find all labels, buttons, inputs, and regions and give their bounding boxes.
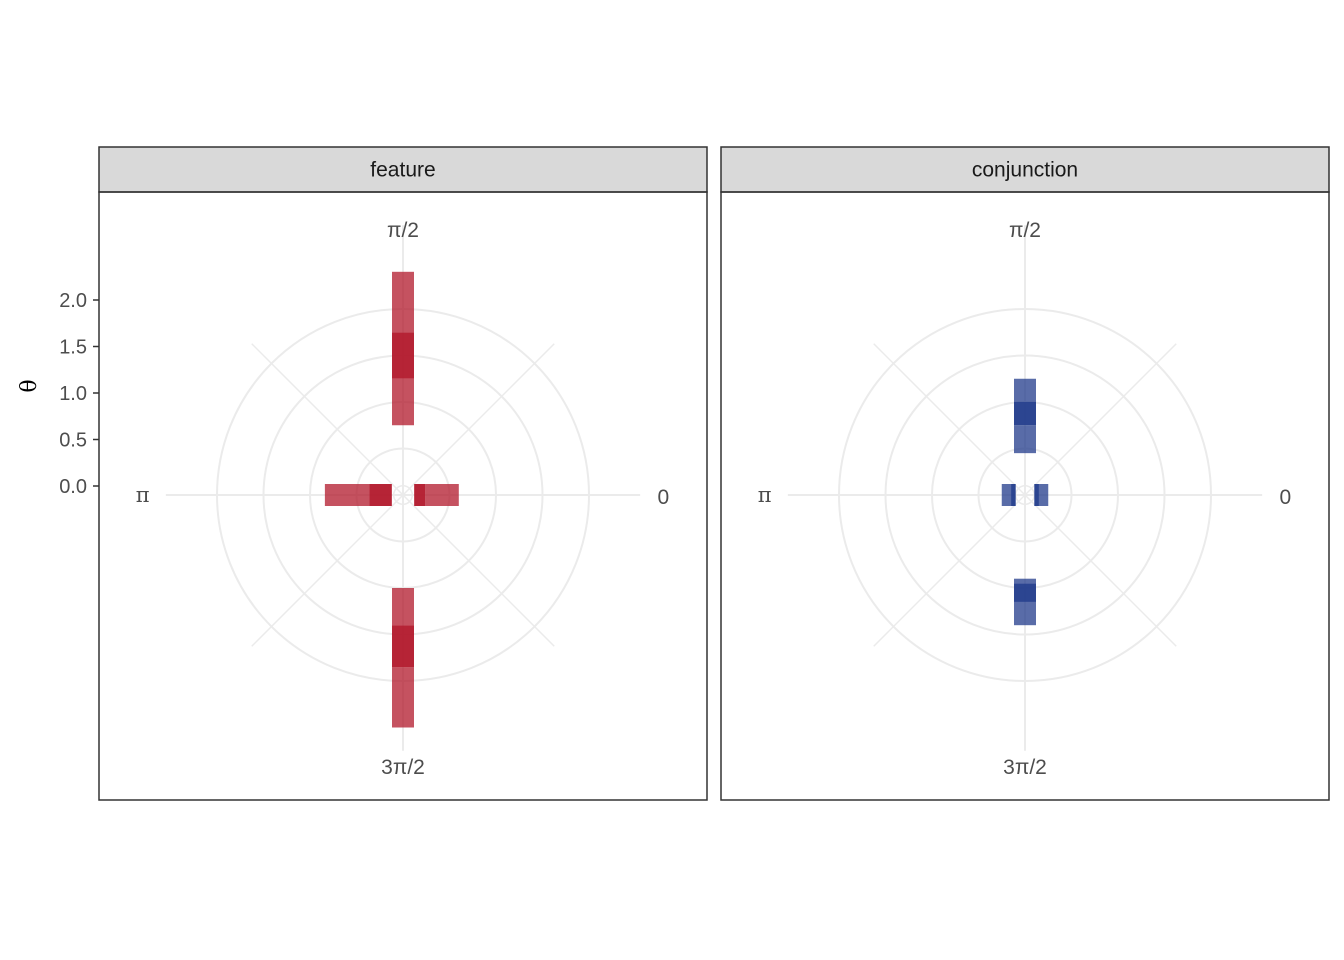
angle-labels: 0 π/2 π 3π/2: [136, 219, 670, 779]
angle-label: π: [758, 483, 772, 507]
angle-label: 3π/2: [381, 756, 425, 779]
angle-label: 0: [1280, 486, 1292, 509]
heatmap-tile: [1014, 425, 1036, 454]
y-tick-label: 1.5: [59, 337, 87, 359]
y-axis-title: θ: [17, 379, 42, 392]
heatmap-tile: [1014, 578, 1036, 584]
facet-panel-feature: feature 0 π/2 π 3π/2: [98, 146, 708, 801]
heatmap-tile: [369, 484, 392, 506]
heatmap-tile: [392, 332, 414, 379]
heatmap-tile: [1011, 484, 1016, 506]
y-tick-label: 0.5: [59, 430, 87, 452]
heatmap-tiles: [1001, 378, 1049, 626]
grid-ring-center: [392, 484, 414, 506]
facet-strip: [98, 146, 708, 193]
facet-panels: feature 0 π/2 π 3π/2 conjunction 0 π/2 π 3π/2: [98, 146, 1330, 801]
heatmap-tile: [1014, 378, 1036, 402]
heatmap-tile: [324, 484, 370, 506]
angle-label: π/2: [387, 219, 419, 242]
facet-panel-conjunction: conjunction 0 π/2 π 3π/2: [720, 146, 1330, 801]
heatmap-tile: [1038, 484, 1049, 506]
heatmap-tile: [1034, 484, 1039, 506]
grid-ring: [884, 354, 1166, 636]
y-tick-label: 0.0: [59, 476, 87, 498]
angle-label: 3π/2: [1003, 756, 1047, 779]
heatmap-tile: [1014, 601, 1036, 626]
y-tick-label: 2.0: [59, 290, 87, 312]
angle-label: π/2: [1009, 219, 1041, 242]
angle-labels: 0 π/2 π 3π/2: [758, 219, 1292, 779]
heatmap-tile: [414, 484, 426, 506]
heatmap-tile: [392, 667, 414, 728]
facet-title: feature: [370, 159, 435, 182]
heatmap-tile: [1014, 402, 1036, 426]
heatmap-tile: [1001, 484, 1012, 506]
heatmap-tile: [392, 588, 414, 626]
heatmap-tile: [1014, 583, 1036, 602]
angle-label: π: [136, 483, 150, 507]
angle-label: 0: [658, 486, 670, 509]
panel-border: [720, 191, 1330, 801]
facet-title: conjunction: [972, 159, 1078, 182]
heatmap-tiles: [324, 271, 459, 728]
heatmap-tile: [425, 484, 459, 506]
grid-ring: [838, 308, 1212, 682]
panel-border: [98, 191, 708, 801]
heatmap-tile: [392, 625, 414, 668]
y-axis: 0.0 0.5 1.0 1.5 2.0: [59, 290, 99, 498]
heatmap-tile: [392, 378, 414, 426]
grid-line-diagonal: [873, 343, 1177, 647]
y-tick-label: 1.0: [59, 383, 87, 405]
grid-line-diagonal: [251, 343, 555, 647]
heatmap-tile: [392, 271, 414, 333]
